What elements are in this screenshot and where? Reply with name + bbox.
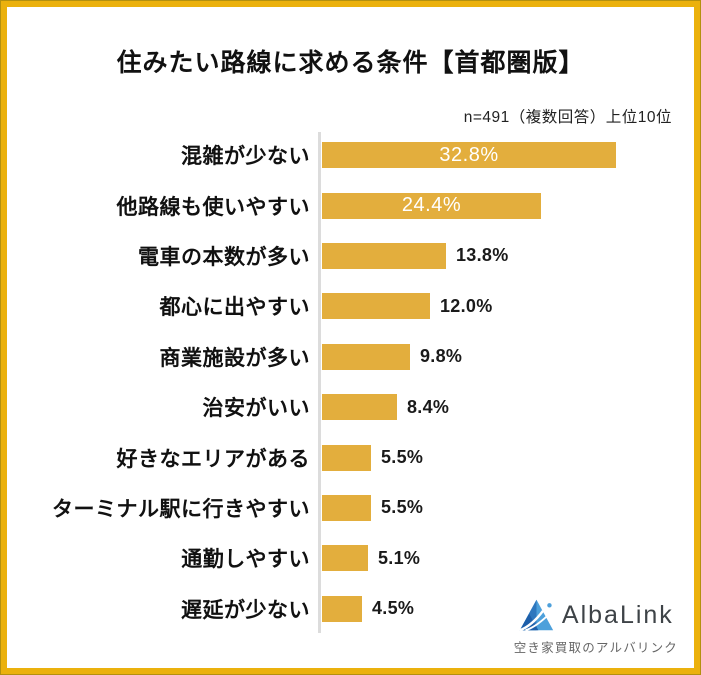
value-label: 24.4% (401, 194, 462, 217)
bar (322, 242, 446, 269)
category-label: 商業施設が多い (159, 346, 310, 370)
brand-tagline: 空き家買取のアルバリンク (513, 641, 678, 655)
category-label: 他路線も使いやすい (116, 195, 310, 219)
y-axis-line (318, 132, 321, 633)
value-label: 5.5% (381, 497, 424, 518)
albalink-mountain-icon (519, 599, 554, 632)
value-label: 12.0% (440, 295, 493, 316)
value-label: 9.8% (420, 346, 463, 367)
chart-row: 他路線も使いやすい 24.4% (7, 180, 694, 230)
bar (322, 545, 368, 572)
category-label: 都心に出やすい (159, 296, 310, 320)
category-label: 治安がいい (202, 397, 310, 421)
chart-row: 通勤しやすい 5.1% (7, 533, 694, 583)
value-label: 13.8% (456, 245, 509, 266)
bar (322, 494, 371, 521)
chart-row: 治安がいい 8.4% (7, 382, 694, 432)
bar (322, 444, 371, 471)
value-label: 5.1% (378, 547, 421, 568)
value-label: 32.8% (439, 143, 499, 166)
category-label: 遅延が少ない (181, 598, 310, 622)
chart-row: 都心に出やすい 12.0% (7, 281, 694, 331)
bar (322, 394, 397, 421)
value-label: 8.4% (407, 396, 450, 417)
bar: 32.8% (322, 142, 616, 169)
value-label: 5.5% (381, 447, 424, 468)
bar (322, 595, 362, 622)
chart-canvas: 住みたい路線に求める条件【首都圏版】 n=491（複数回答）上位10位 混雑が少… (7, 7, 694, 668)
bar: 24.4% (322, 192, 541, 219)
bar (322, 343, 410, 370)
category-label: 電車の本数が多い (138, 245, 310, 269)
chart-row: ターミナル駅に行きやすい 5.5% (7, 483, 694, 533)
bar (322, 293, 430, 320)
value-label: 4.5% (372, 598, 415, 619)
chart-row: 電車の本数が多い 13.8% (7, 231, 694, 281)
chart-row: 商業施設が多い 9.8% (7, 332, 694, 382)
chart-row: 混雑が少ない 32.8% (7, 130, 694, 180)
category-label: 混雑が少ない (181, 145, 310, 169)
chart-row: 好きなエリアがある 5.5% (7, 432, 694, 482)
chart-rows: 混雑が少ない 32.8% 他路線も使いやすい 24.4% 電車の本数が多い 13.8% 都心… (7, 130, 694, 634)
category-label: ターミナル駅に行きやすい (52, 497, 310, 521)
category-label: 通勤しやすい (181, 548, 310, 572)
bar-chart: 混雑が少ない 32.8% 他路線も使いやすい 24.4% 電車の本数が多い 13.8% 都心… (7, 130, 694, 636)
chart-row: 遅延が少ない 4.5% (7, 584, 694, 634)
page-title: 住みたい路線に求める条件【首都圏版】 (116, 49, 585, 77)
sample-size-note: n=491（複数回答）上位10位 (463, 109, 672, 126)
albalink-logo: AlbaLink 空き家買取のアルバリンク (514, 597, 678, 656)
brand-name: AlbaLink (561, 601, 674, 629)
category-label: 好きなエリアがある (116, 447, 310, 471)
